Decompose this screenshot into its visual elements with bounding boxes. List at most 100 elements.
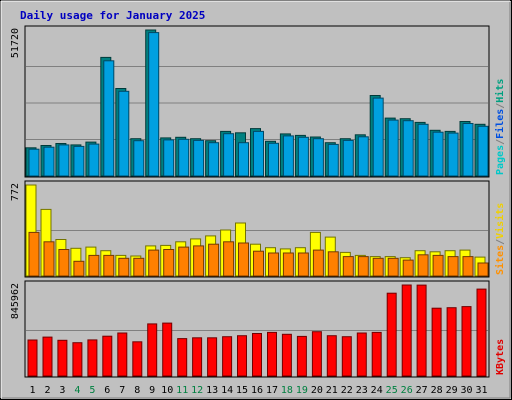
bar-kbytes-day-21 <box>326 335 337 377</box>
bar-files-day-16 <box>253 130 264 177</box>
bar-sites-day-11 <box>178 246 190 277</box>
bar-sites-day-28 <box>432 254 444 277</box>
bar-files-day-2 <box>43 146 55 177</box>
bar-files-day-20 <box>312 138 324 177</box>
bar-kbytes-day-27 <box>416 284 427 377</box>
bar-kbytes-day-10 <box>162 322 173 377</box>
chart-title: Daily usage for January 2025 <box>20 9 205 22</box>
x-tick-label: 20 <box>311 385 323 396</box>
x-tick-label: 11 <box>176 385 188 396</box>
bar-files-day-5 <box>88 143 100 177</box>
x-tick-label: 15 <box>236 385 248 396</box>
bar-files-day-17 <box>268 142 279 177</box>
bar-kbytes-day-15 <box>237 335 247 377</box>
bar-kbytes-day-17 <box>267 331 277 377</box>
bar-files-day-1 <box>28 148 40 177</box>
bar-files-day-22 <box>342 139 354 177</box>
x-tick-label: 26 <box>401 385 413 396</box>
x-tick-label: 24 <box>371 385 383 396</box>
bar-kbytes-day-31 <box>476 288 487 377</box>
x-tick-label: 27 <box>416 385 428 396</box>
legend-word: / <box>495 239 506 245</box>
bar-sites-day-25 <box>387 257 399 277</box>
bar-sites-day-19 <box>297 252 309 277</box>
panel-hits-max-label: 51720 <box>10 28 21 58</box>
bar-sites-day-3 <box>58 249 70 277</box>
x-tick-label: 1 <box>29 385 35 396</box>
bar-kbytes-day-1 <box>27 339 38 377</box>
x-tick-label: 6 <box>104 385 110 396</box>
x-tick-label: 13 <box>206 385 218 396</box>
bar-sites-day-14 <box>223 241 235 277</box>
x-tick-label: 9 <box>149 385 155 396</box>
bar-files-day-25 <box>387 119 399 177</box>
bar-sites-day-5 <box>88 254 100 277</box>
bar-kbytes-day-24 <box>371 331 382 377</box>
bar-files-day-18 <box>282 135 294 177</box>
panel-kbytes-legend: KBytes <box>495 339 506 375</box>
bar-files-day-21 <box>327 143 339 177</box>
x-tick-label: 10 <box>161 385 173 396</box>
bar-files-day-8 <box>133 140 145 177</box>
bar-files-day-9 <box>148 32 160 177</box>
x-tick-label: 28 <box>431 385 443 396</box>
bar-kbytes-day-7 <box>117 332 128 377</box>
bar-files-day-26 <box>402 120 414 177</box>
x-tick-label: 2 <box>44 385 50 396</box>
bar-files-day-29 <box>447 132 459 177</box>
bar-sites-day-31 <box>477 262 489 277</box>
bar-files-day-13 <box>208 142 220 177</box>
bar-files-day-4 <box>73 145 85 177</box>
bar-sites-day-17 <box>268 252 279 277</box>
bar-sites-day-4 <box>73 260 85 277</box>
x-tick-label: 23 <box>356 385 368 396</box>
x-tick-label: 7 <box>119 385 125 396</box>
bar-sites-day-26 <box>402 259 414 277</box>
legend-word: KBytes <box>495 339 506 375</box>
bar-kbytes-day-16 <box>252 333 262 377</box>
bar-kbytes-day-25 <box>386 292 397 377</box>
bar-sites-day-6 <box>103 254 115 277</box>
bar-files-day-24 <box>372 97 384 177</box>
x-tick-label: 19 <box>296 385 308 396</box>
bar-files-day-3 <box>58 144 70 177</box>
panel-hits-legend: Pages/Files/Hits <box>494 79 506 175</box>
bar-sites-day-16 <box>253 250 264 277</box>
bar-sites-day-21 <box>327 251 339 277</box>
bar-files-day-30 <box>462 123 474 177</box>
bar-sites-day-2 <box>43 241 55 277</box>
bar-kbytes-day-14 <box>222 336 233 377</box>
x-tick-label: 29 <box>446 385 458 396</box>
bar-sites-day-10 <box>163 249 175 277</box>
panel-visits: 772 Sites/Visits <box>10 180 506 278</box>
bar-sites-day-23 <box>357 256 369 277</box>
bar-kbytes-day-2 <box>42 336 53 377</box>
x-tick-label: 12 <box>191 385 203 396</box>
bar-kbytes-day-20 <box>311 331 322 377</box>
panel-kbytes-max-label: 845962 <box>10 283 21 319</box>
bar-kbytes-day-4 <box>72 342 83 377</box>
bar-files-day-7 <box>118 90 130 177</box>
chart-panels: 51720Pages/Files/Hits772Sites/Visits8459… <box>10 25 506 378</box>
bar-sites-day-29 <box>447 256 459 277</box>
x-tick-label: 5 <box>89 385 95 396</box>
bar-files-day-10 <box>163 139 175 177</box>
bar-sites-day-18 <box>282 252 294 277</box>
bar-sites-day-7 <box>118 257 130 277</box>
bar-files-day-27 <box>417 123 429 177</box>
bar-kbytes-day-6 <box>102 335 113 377</box>
bar-files-day-14 <box>223 133 235 177</box>
bar-kbytes-day-26 <box>401 284 412 377</box>
panel-visits-max-label: 772 <box>10 183 21 201</box>
x-tick-label: 30 <box>460 385 472 396</box>
bar-files-day-28 <box>432 131 444 177</box>
bar-sites-day-15 <box>238 242 249 277</box>
x-tick-label: 3 <box>59 385 65 396</box>
x-axis-labels: 1 2 3 4 5 6 7 8 9 10 11 12 13 14 15 16 17 18 19 20 21 22 23 24 2… <box>29 385 487 396</box>
legend-word: Sites <box>494 245 506 275</box>
bar-kbytes-day-3 <box>57 339 68 377</box>
bar-kbytes-day-28 <box>431 307 442 377</box>
legend-word: / <box>495 139 506 145</box>
bar-kbytes-day-29 <box>446 307 457 377</box>
